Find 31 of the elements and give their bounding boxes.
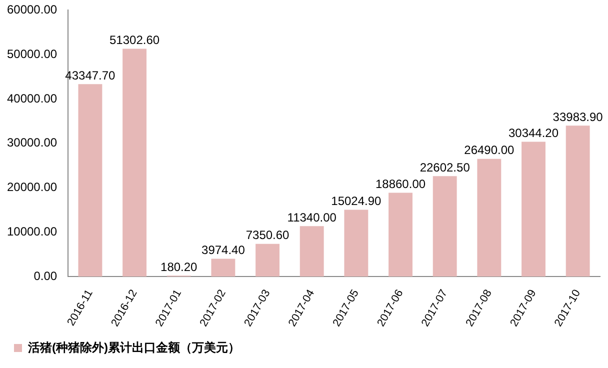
y-tick-label: 60000.00 [6, 2, 58, 17]
data-label: 18860.00 [375, 177, 426, 192]
data-label: 30344.20 [508, 126, 559, 140]
data-label: 22602.50 [420, 160, 470, 174]
y-tick-label: 40000.00 [6, 91, 58, 106]
legend-label: 活猪(种猪除外)累计出口金额（万美元） [27, 340, 240, 354]
y-tick-label: 20000.00 [6, 180, 58, 194]
bar [78, 84, 102, 276]
data-label: 3974.40 [202, 243, 246, 258]
bar [256, 244, 280, 276]
data-label: 33983.90 [552, 110, 604, 124]
bar [522, 142, 546, 276]
data-label: 43347.70 [65, 68, 116, 82]
bar [300, 226, 324, 276]
bar [566, 126, 590, 276]
y-tick-label: 50000.00 [6, 46, 58, 61]
bar [122, 48, 147, 276]
y-tick-label: 10000.00 [6, 224, 58, 238]
data-label: 7350.60 [246, 228, 290, 242]
bar [388, 192, 412, 276]
bar [477, 158, 502, 276]
data-label: 11340.00 [287, 210, 337, 224]
y-tick-label: 30000.00 [6, 136, 58, 150]
data-label: 51302.60 [110, 33, 160, 48]
data-label: 26490.00 [464, 143, 515, 158]
bar [344, 210, 368, 276]
data-label: 180.20 [160, 260, 198, 274]
bar [211, 258, 236, 276]
y-tick-label: 0.00 [34, 268, 58, 283]
data-label: 15024.90 [331, 194, 382, 208]
bar [432, 176, 457, 276]
